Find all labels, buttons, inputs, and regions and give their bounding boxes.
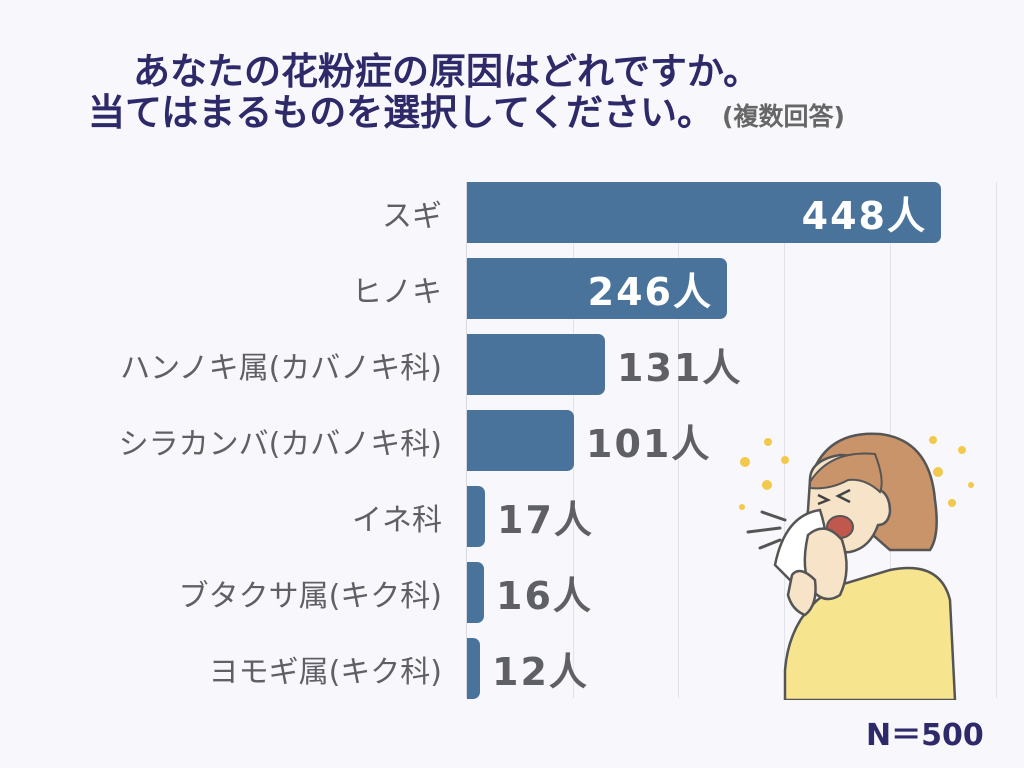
- bar: [467, 562, 484, 623]
- category-label: ヨモギ属(キク科): [208, 654, 442, 690]
- bar-row: ヨモギ属(キク科) 12人: [0, 638, 1024, 699]
- value-label: 17人: [497, 498, 594, 542]
- bar-row: ヒノキ 246人: [0, 258, 1024, 319]
- gridline: [784, 182, 785, 698]
- value-label: 246人: [587, 270, 713, 314]
- gridline: [678, 182, 679, 698]
- sample-size-label: N＝500: [866, 718, 984, 753]
- bar-row: ハンノキ属(カバノキ科) 131人: [0, 334, 1024, 395]
- category-label: イネ科: [352, 502, 442, 538]
- multiple-answer-note: (複数回答): [722, 102, 845, 131]
- value-label: 131人: [617, 346, 743, 390]
- woman-sneezing-illustration: [730, 420, 1010, 702]
- y-axis-line: [466, 182, 467, 698]
- bar-row: ブタクサ属(キク科) 16人: [0, 562, 1024, 623]
- value-label: 12人: [492, 650, 589, 694]
- bar: [467, 638, 480, 699]
- gridline: [996, 182, 997, 698]
- category-label: スギ: [382, 198, 442, 234]
- category-label: ハンノキ属(カバノキ科): [120, 350, 442, 386]
- value-label: 448人: [801, 194, 927, 238]
- woman-sneezing-tissue-icon: [739, 432, 974, 702]
- value-label: 16人: [496, 574, 593, 618]
- category-label: シラカンバ(カバノキ科): [118, 426, 442, 462]
- bar: [467, 258, 727, 319]
- bar-row: イネ科 17人: [0, 486, 1024, 547]
- bar: [467, 410, 574, 471]
- bar-row: スギ 448人: [0, 182, 1024, 243]
- category-label: ヒノキ: [352, 274, 442, 310]
- bar-row: シラカンバ(カバノキ科) 101人: [0, 410, 1024, 471]
- bar: [467, 334, 605, 395]
- chart-title-line1: あなたの花粉症の原因はどれですか。: [133, 50, 761, 93]
- chart-title-line2: 当てはまるものを選択してください。 (複数回答): [88, 91, 845, 139]
- value-label: 101人: [586, 422, 712, 466]
- category-label: ブタクサ属(キク科): [178, 578, 442, 614]
- chart-title-line2-text: 当てはまるものを選択してください。: [88, 91, 715, 134]
- bar: [467, 486, 485, 547]
- bar: [467, 182, 941, 243]
